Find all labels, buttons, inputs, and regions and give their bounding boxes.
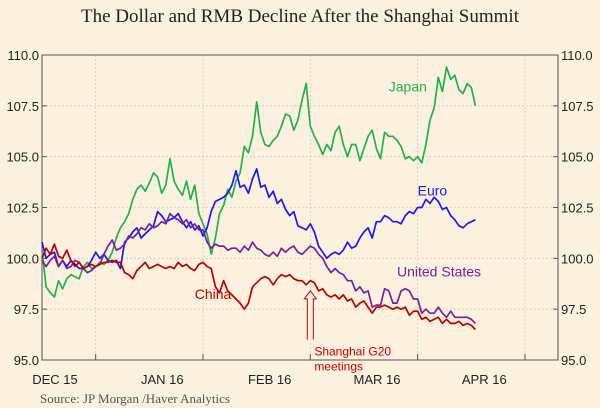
y-tick-label-left: 110.0 (7, 48, 39, 63)
series-line-euro (41, 168, 476, 270)
series-label-china: China (195, 286, 232, 302)
annotation-text-line: meetings (314, 360, 363, 374)
series-label-japan: Japan (389, 79, 427, 95)
y-tick-label-left: 97.5 (14, 302, 39, 317)
series-label-euro: Euro (418, 182, 448, 198)
grid-lines (42, 55, 558, 360)
chart-title: The Dollar and RMB Decline After the Sha… (81, 6, 520, 27)
y-axis-left: 95.0 97.5 100.0 102.5 105.0 107.5 110.0 (6, 48, 47, 368)
y-tick-label-right: 95.0 (561, 353, 586, 368)
x-tick-label: DEC 15 (32, 372, 78, 387)
y-tick-label-right: 110.0 (561, 48, 593, 63)
annotation-text-line: Shanghai G20 (314, 345, 391, 359)
series-layer (41, 66, 477, 331)
series-labels: Japan Euro United States China (195, 79, 481, 302)
chart-source: Source: JP Morgan /Haver Analytics (40, 391, 230, 406)
y-tick-label-left: 102.5 (6, 201, 39, 216)
y-tick-label-left: 105.0 (6, 150, 39, 165)
series-line-china (41, 243, 477, 331)
y-tick-label-right: 100.0 (561, 251, 594, 266)
x-tick-label: MAR 16 (353, 372, 400, 387)
y-tick-label-left: 107.5 (6, 99, 39, 114)
y-axis-right: 95.0 97.5 100.0 102.5 105.0 107.5 110.0 (553, 48, 594, 368)
y-tick-label-left: 95.0 (14, 353, 39, 368)
y-tick-label-left: 100.0 (6, 251, 39, 266)
x-tick-label: FEB 16 (248, 372, 291, 387)
series-label-united-states: United States (397, 264, 481, 280)
x-axis: DEC 15 JAN 16 FEB 16 MAR 16 APR 16 (32, 372, 506, 387)
y-tick-label-right: 107.5 (561, 99, 594, 114)
annotation-arrow (303, 290, 318, 340)
y-tick-label-right: 105.0 (561, 150, 594, 165)
series-line-united-states (41, 212, 477, 325)
y-tick-label-right: 102.5 (561, 201, 594, 216)
x-tick-label: JAN 16 (141, 372, 184, 387)
x-tick-label: APR 16 (462, 372, 507, 387)
y-tick-label-right: 97.5 (561, 302, 586, 317)
